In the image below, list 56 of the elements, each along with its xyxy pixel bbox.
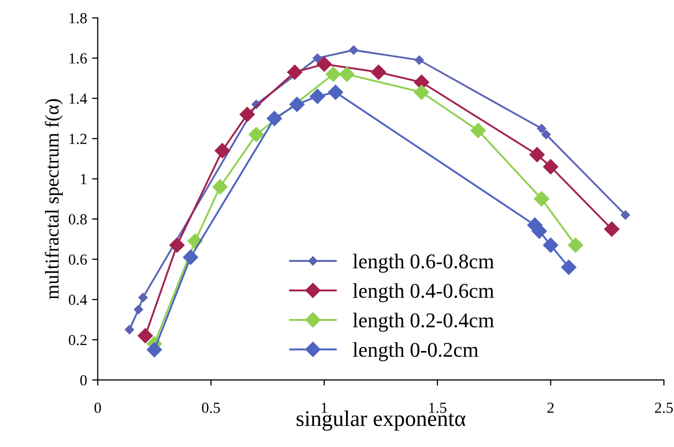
point <box>568 238 584 253</box>
point <box>146 342 162 358</box>
point <box>214 143 230 158</box>
y-tick-label: 1.4 <box>70 94 88 104</box>
y-tick-label: 1.8 <box>70 13 87 24</box>
point <box>212 179 228 194</box>
x-tick-label: 0 <box>94 402 101 413</box>
point <box>414 56 424 65</box>
point <box>287 64 302 80</box>
y-tick-label: 0 <box>80 375 87 386</box>
point <box>620 210 630 220</box>
point <box>328 84 344 100</box>
point <box>169 238 185 253</box>
point <box>138 328 153 344</box>
point <box>561 260 576 275</box>
y-tick-label: 1.6 <box>70 53 87 64</box>
point <box>532 224 547 239</box>
point <box>370 64 386 80</box>
point <box>542 130 551 140</box>
y-tick-label: 0.4 <box>68 294 88 306</box>
point <box>266 110 282 126</box>
point <box>124 325 134 334</box>
y-axis-title: multifractal spectrum f(α) <box>44 99 63 300</box>
legend-label: length 0.2-0.4cm <box>352 312 494 332</box>
legend-label: length 0-0.2cm <box>352 342 478 362</box>
point <box>138 292 148 302</box>
y-tick-label: 0.2 <box>68 334 86 346</box>
point <box>183 250 198 265</box>
y-tick-label: 1.2 <box>70 134 86 144</box>
y-tick-label: 1 <box>81 174 86 184</box>
y-tick-label: 0.8 <box>68 214 87 225</box>
point <box>339 66 354 82</box>
point <box>326 66 341 82</box>
x-tick-label: 2.5 <box>655 402 673 413</box>
point <box>604 222 620 237</box>
legend-label: length 0.4-0.6cm <box>352 283 494 302</box>
point <box>530 147 545 162</box>
point <box>248 126 264 142</box>
point <box>414 84 430 100</box>
point <box>240 106 255 122</box>
point <box>349 45 358 55</box>
point <box>134 304 144 314</box>
legend-label: length 0.6-0.8cm <box>352 254 494 273</box>
point <box>543 159 558 174</box>
point <box>543 238 558 253</box>
point <box>536 124 546 134</box>
point <box>312 53 322 63</box>
x-tick-label: 2 <box>548 402 554 413</box>
x-tick-label: 0.5 <box>202 402 220 413</box>
point <box>534 191 550 206</box>
point <box>289 96 305 112</box>
point <box>470 122 486 138</box>
x-tick-label: 1 <box>322 402 328 413</box>
point <box>316 56 332 72</box>
point <box>310 88 325 104</box>
y-tick-label: 0.6 <box>68 254 87 265</box>
